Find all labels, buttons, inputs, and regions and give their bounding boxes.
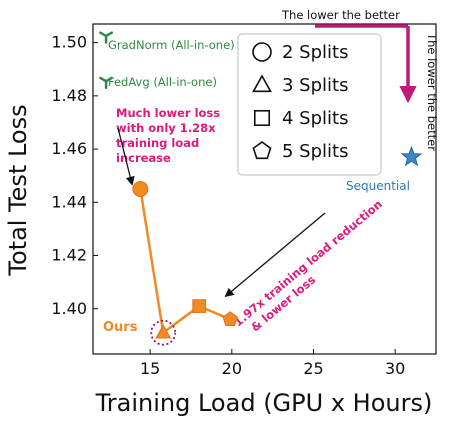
legend-marker-pentagon: [252, 141, 272, 160]
y-axis-ticks: 1.40 1.42 1.44 1.46 1.48 1.50: [51, 33, 98, 318]
x-tick-label: 15: [140, 359, 160, 378]
legend-marker-triangle: [252, 74, 272, 93]
x-tick-label: 30: [385, 359, 405, 378]
legend-label: 3 Splits: [282, 75, 348, 96]
y-tick-label: 1.48: [51, 86, 87, 105]
lower-loss-arrow: [117, 127, 135, 186]
legend-label: 5 Splits: [282, 141, 348, 162]
reduction-annotation: 1.97x training load reduction & lower lo…: [231, 197, 385, 334]
y-tick-label: 1.44: [51, 192, 87, 211]
lower-loss-line-3: training load: [116, 136, 199, 150]
lower-loss-line-1: Much lower loss: [116, 106, 220, 120]
reduction-arrow: [224, 212, 326, 298]
baseline-marker-1: [99, 76, 113, 89]
data-marks: [99, 31, 423, 346]
side-label: The lower the better: [425, 32, 439, 151]
ours-point-pentagon: [222, 311, 238, 326]
y-tick-label: 1.42: [51, 246, 87, 265]
fedavg-label: FedAvg (All-in-one): [108, 75, 217, 89]
best-point-highlight: [150, 319, 177, 346]
ours-point-triangle: [155, 324, 172, 339]
y-tick-label: 1.40: [51, 299, 87, 318]
sequential-label: Sequential: [346, 179, 410, 193]
sequential-point: [400, 145, 423, 167]
lower-loss-line-2: with only 1.28x: [116, 121, 216, 135]
legend: 2 Splits 3 Splits 4 Splits 5 Splits: [237, 33, 382, 176]
lower-loss-line-4: increase: [116, 151, 171, 165]
plot-area: [92, 23, 437, 355]
gradnorm-label: GradNorm (All-in-one): [108, 38, 235, 52]
y-axis-title: Total Test Loss: [4, 104, 32, 276]
legend-marker-circle: [252, 42, 272, 62]
x-axis-ticks: 15 20 25 30: [140, 349, 405, 378]
x-tick-label: 25: [303, 359, 323, 378]
legend-label: 2 Splits: [282, 42, 348, 63]
y-tick-label: 1.46: [51, 139, 87, 158]
top-label: The lower the better: [281, 8, 400, 22]
ours-series-line: [139, 188, 231, 335]
y-tick-label: 1.50: [51, 33, 87, 52]
baseline-marker-0: [99, 31, 113, 44]
ours-point-circle: [132, 181, 149, 197]
legend-marker-square: [253, 109, 271, 127]
reduction-line-1: 1.97x training load reduction: [231, 197, 385, 329]
legend-label: 4 Splits: [282, 108, 348, 129]
legend-box: [237, 33, 382, 176]
x-tick-label: 20: [222, 359, 242, 378]
x-axis-title: Training Load (GPU x Hours): [95, 389, 433, 417]
ours-label: Ours: [103, 320, 138, 335]
ours-point-square: [192, 299, 207, 313]
lower-loss-annotation: Much lower loss with only 1.28x training…: [116, 106, 220, 165]
